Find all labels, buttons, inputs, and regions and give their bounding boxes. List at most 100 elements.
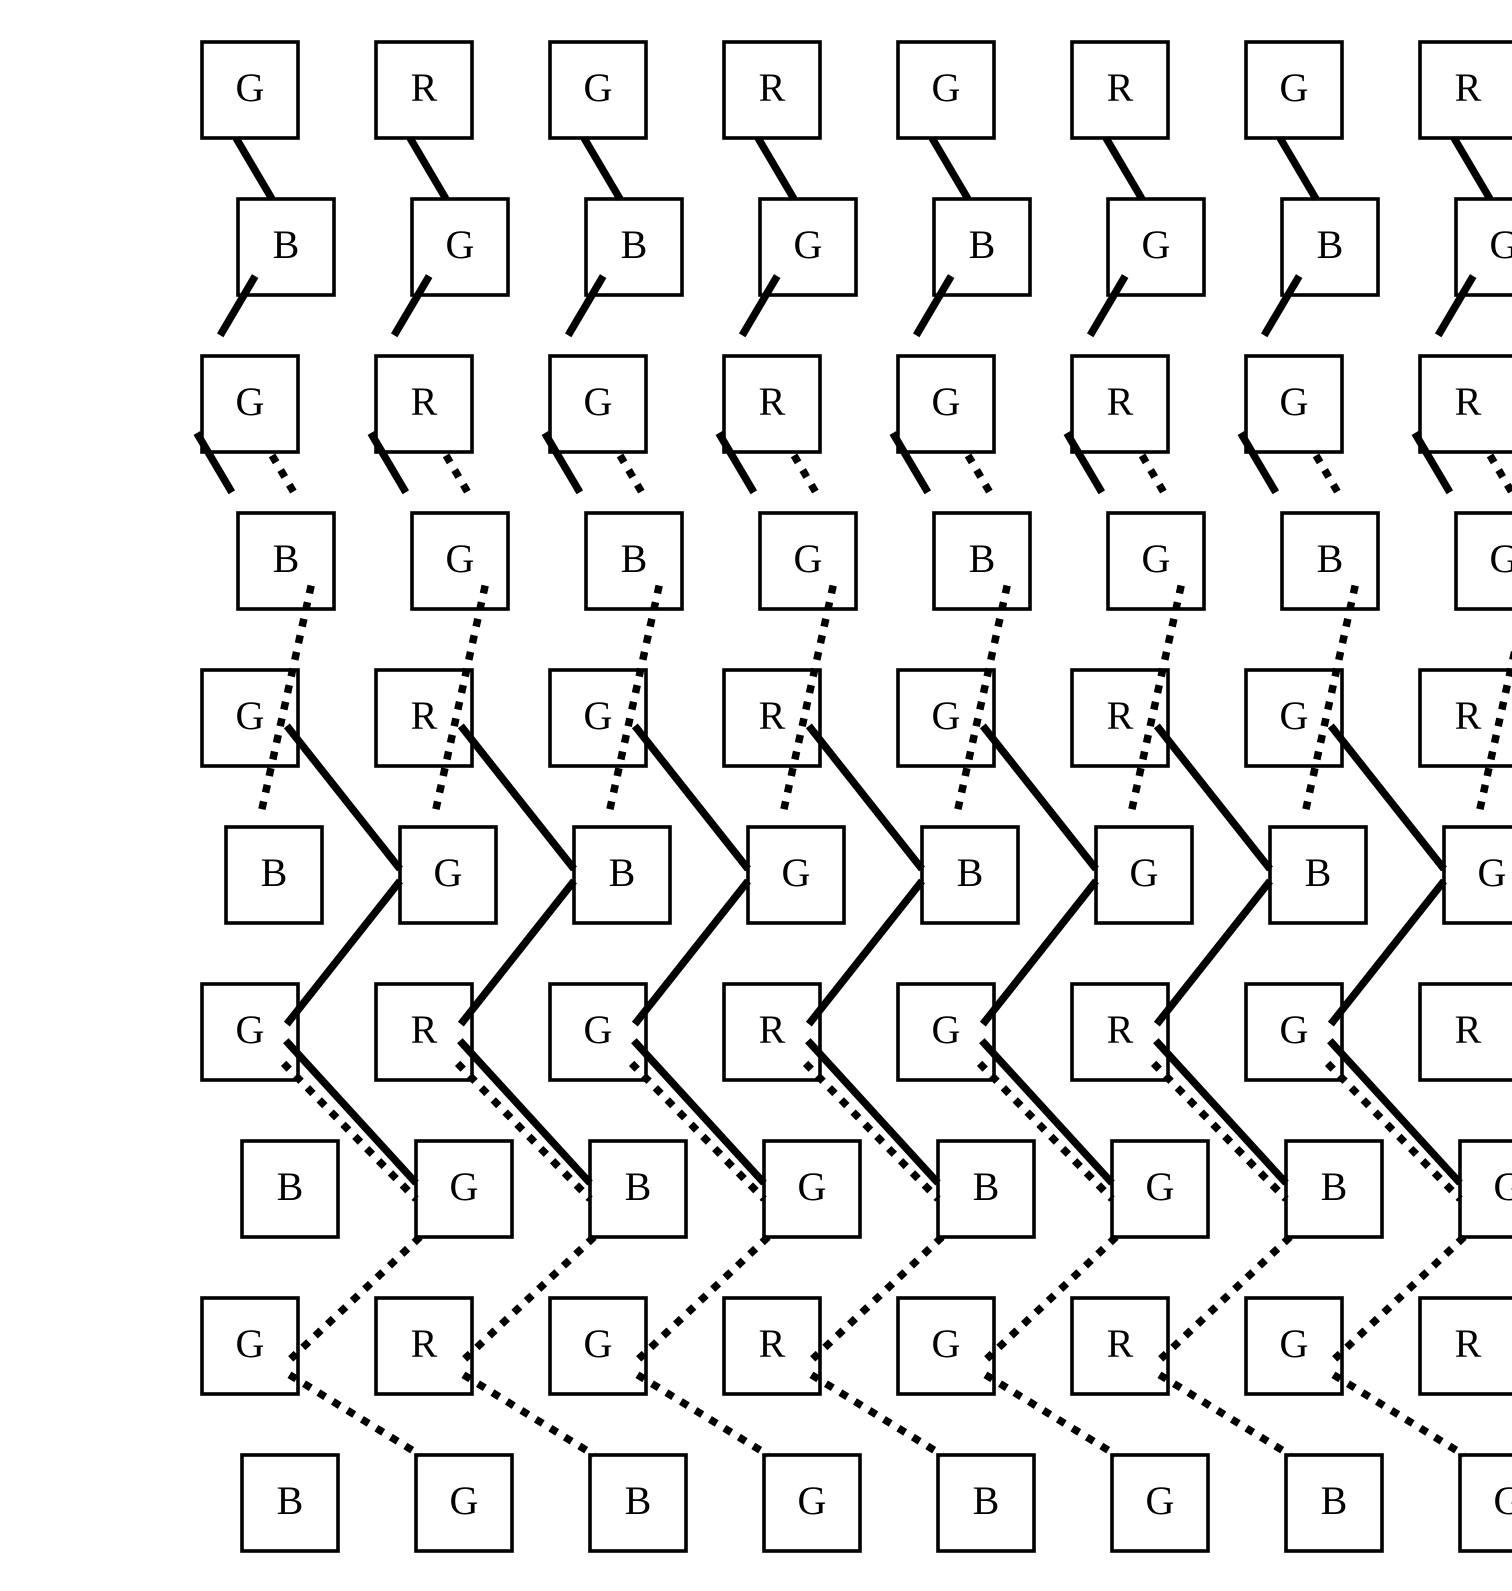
grid-node-label: B (1305, 850, 1332, 895)
grid-node-label: R (411, 65, 438, 110)
grid-node-label: G (932, 1321, 961, 1366)
grid-node-label: G (1490, 222, 1512, 267)
grid-node-label: B (969, 222, 996, 267)
grid-node-label: R (411, 693, 438, 738)
edge-solid (758, 138, 794, 199)
grid-node-label: G (450, 1164, 479, 1209)
grid-node-label: R (1455, 693, 1482, 738)
grid-node-label: R (411, 1321, 438, 1366)
grid-node-label: G (1146, 1478, 1175, 1523)
grid-node-label: B (621, 222, 648, 267)
grid-node-label: G (1490, 536, 1512, 581)
grid-node-label: G (584, 65, 613, 110)
grid-node-label: R (1107, 65, 1134, 110)
diagram-stage: G R G R G R G R B G B G B G B G G R G R G R G R B G B G B G B G G R G R G R G R… (0, 0, 1512, 1591)
edge-dotted (1316, 455, 1338, 492)
grid-node-label: R (1455, 379, 1482, 424)
grid-node-label: B (621, 536, 648, 581)
grid-node-label: G (932, 693, 961, 738)
grid-node-label: R (759, 693, 786, 738)
grid-node-label: B (273, 536, 300, 581)
grid-node-label: G (236, 1321, 265, 1366)
grid-node-label: B (973, 1164, 1000, 1209)
grid-node-label: G (1142, 222, 1171, 267)
grid-node-label: B (1317, 536, 1344, 581)
grid-node-label: G (434, 850, 463, 895)
grid-node-label: G (1142, 536, 1171, 581)
grid-node-label: B (273, 222, 300, 267)
grid-node-label: G (446, 222, 475, 267)
grid-node-label: B (609, 850, 636, 895)
grid-node-label: G (584, 379, 613, 424)
grid-node-label: B (1321, 1164, 1348, 1209)
grid-node-label: R (759, 379, 786, 424)
edge-solid (410, 138, 446, 199)
grid-node-label: G (1478, 850, 1507, 895)
grid-node-label: G (236, 1007, 265, 1052)
grid-node-label: G (1130, 850, 1159, 895)
grid-node-label: B (969, 536, 996, 581)
grid-node-label: B (1321, 1478, 1348, 1523)
grid-node-label: G (1280, 1321, 1309, 1366)
diagram-svg: G R G R G R G R B G B G B G B G G R G R G R G R B G B G B G B G G R G R G R G R… (0, 0, 1512, 1591)
grid-node-label: G (584, 1007, 613, 1052)
grid-node-label: G (1146, 1164, 1175, 1209)
grid-node-label: R (1455, 65, 1482, 110)
edge-dotted (272, 455, 294, 492)
grid-node-label: R (759, 65, 786, 110)
grid-node-label: G (1494, 1164, 1512, 1209)
grid-node-label: R (1455, 1321, 1482, 1366)
grid-node-label: B (261, 850, 288, 895)
grid-node-label: G (794, 536, 823, 581)
grid-node-label: G (1280, 379, 1309, 424)
grid-node-label: R (759, 1007, 786, 1052)
grid-node-label: G (584, 693, 613, 738)
grid-node-label: B (277, 1478, 304, 1523)
grid-node-label: R (1107, 1321, 1134, 1366)
grid-node-label: B (957, 850, 984, 895)
grid-node-label: R (1107, 379, 1134, 424)
edge-solid (584, 138, 620, 199)
grid-node-label: B (973, 1478, 1000, 1523)
grid-node-label: G (1280, 693, 1309, 738)
edge-solid (1454, 138, 1490, 199)
grid-node-label: G (236, 693, 265, 738)
grid-node-label: R (759, 1321, 786, 1366)
grid-node-label: G (236, 379, 265, 424)
edge-dotted (620, 455, 642, 492)
grid-node-label: B (625, 1478, 652, 1523)
edge-dotted (968, 455, 990, 492)
grid-node-label: R (411, 379, 438, 424)
edge-solid (1106, 138, 1142, 199)
grid-node-label: G (932, 1007, 961, 1052)
grid-node-label: G (450, 1478, 479, 1523)
edge-solid (1280, 138, 1316, 199)
edge-dotted (446, 455, 468, 492)
grid-node-label: G (782, 850, 811, 895)
edge-solid (932, 138, 968, 199)
grid-node-label: R (1107, 1007, 1134, 1052)
grid-node-label: G (794, 222, 823, 267)
grid-node-label: G (932, 65, 961, 110)
grid-node-label: R (1107, 693, 1134, 738)
grid-node-label: G (1494, 1478, 1512, 1523)
grid-node-label: G (446, 536, 475, 581)
grid-node-label: G (1280, 65, 1309, 110)
edge-dotted (794, 455, 816, 492)
edge-dotted (1490, 455, 1512, 492)
grid-node-label: G (798, 1164, 827, 1209)
grid-node-label: G (1280, 1007, 1309, 1052)
edge-dotted (1142, 455, 1164, 492)
nodes-layer: G R G R G R G R B G B G B G B G G R G R G R G R B G B G B G B G G R G R G R G R… (202, 42, 1512, 1551)
grid-node-label: B (277, 1164, 304, 1209)
edges-layer (197, 138, 1512, 1455)
grid-node-label: G (236, 65, 265, 110)
grid-node-label: G (932, 379, 961, 424)
grid-node-label: R (1455, 1007, 1482, 1052)
edge-solid (236, 138, 272, 199)
grid-node-label: B (1317, 222, 1344, 267)
grid-node-label: G (584, 1321, 613, 1366)
grid-node-label: R (411, 1007, 438, 1052)
grid-node-label: G (798, 1478, 827, 1523)
grid-node-label: B (625, 1164, 652, 1209)
